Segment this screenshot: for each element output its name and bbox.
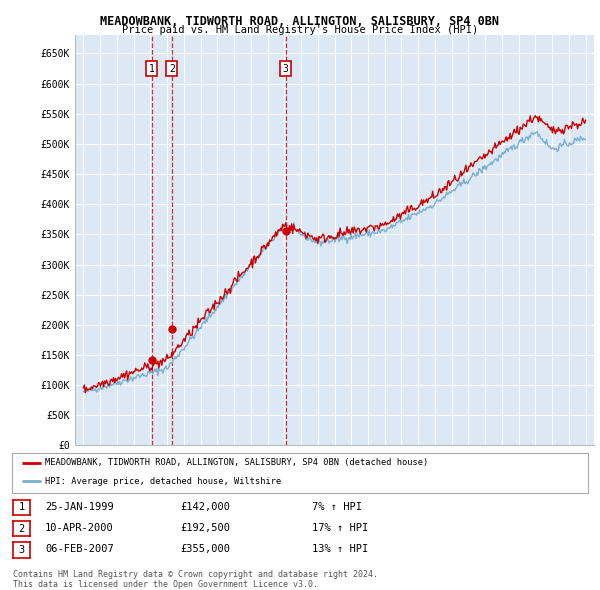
Text: 13% ↑ HPI: 13% ↑ HPI bbox=[312, 545, 368, 554]
Text: £142,000: £142,000 bbox=[180, 502, 230, 512]
Text: 3: 3 bbox=[19, 545, 25, 555]
Text: 2: 2 bbox=[169, 64, 175, 74]
Text: £355,000: £355,000 bbox=[180, 545, 230, 554]
Text: 25-JAN-1999: 25-JAN-1999 bbox=[45, 502, 114, 512]
Text: 1: 1 bbox=[149, 64, 154, 74]
Text: Price paid vs. HM Land Registry's House Price Index (HPI): Price paid vs. HM Land Registry's House … bbox=[122, 25, 478, 35]
Text: 10-APR-2000: 10-APR-2000 bbox=[45, 523, 114, 533]
Text: 1: 1 bbox=[19, 503, 25, 512]
Text: 06-FEB-2007: 06-FEB-2007 bbox=[45, 545, 114, 554]
Text: £192,500: £192,500 bbox=[180, 523, 230, 533]
Text: 7% ↑ HPI: 7% ↑ HPI bbox=[312, 502, 362, 512]
Text: MEADOWBANK, TIDWORTH ROAD, ALLINGTON, SALISBURY, SP4 0BN (detached house): MEADOWBANK, TIDWORTH ROAD, ALLINGTON, SA… bbox=[46, 458, 428, 467]
Text: 2: 2 bbox=[19, 524, 25, 533]
Text: Contains HM Land Registry data © Crown copyright and database right 2024.
This d: Contains HM Land Registry data © Crown c… bbox=[13, 570, 378, 589]
Text: HPI: Average price, detached house, Wiltshire: HPI: Average price, detached house, Wilt… bbox=[46, 477, 281, 486]
Text: MEADOWBANK, TIDWORTH ROAD, ALLINGTON, SALISBURY, SP4 0BN: MEADOWBANK, TIDWORTH ROAD, ALLINGTON, SA… bbox=[101, 15, 499, 28]
Text: 3: 3 bbox=[283, 64, 289, 74]
Text: 17% ↑ HPI: 17% ↑ HPI bbox=[312, 523, 368, 533]
